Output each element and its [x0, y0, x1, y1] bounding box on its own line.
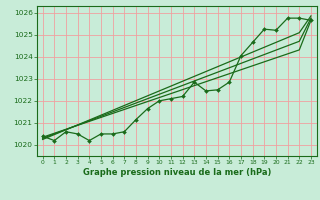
- X-axis label: Graphe pression niveau de la mer (hPa): Graphe pression niveau de la mer (hPa): [83, 168, 271, 177]
